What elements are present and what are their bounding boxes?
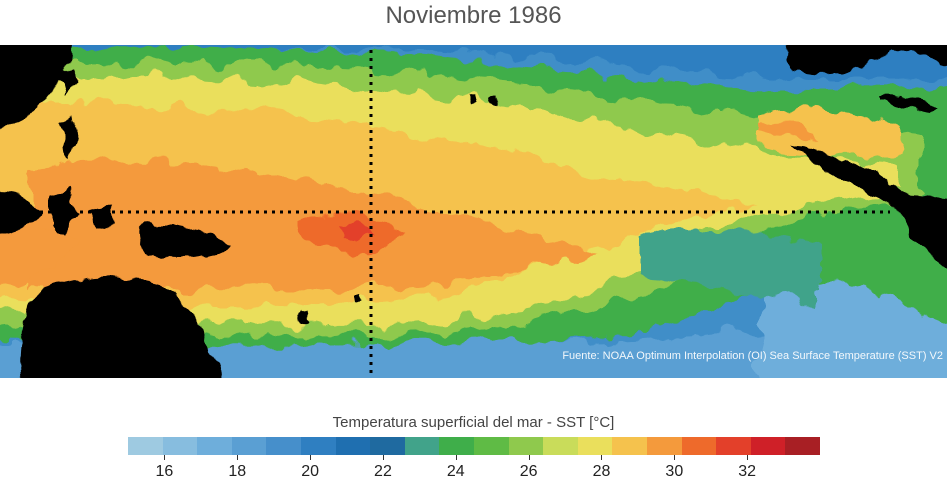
colorbar-swatch: [612, 437, 647, 455]
colorbar-tick: [528, 455, 530, 460]
colorbar-tick-label: 28: [592, 463, 611, 480]
colorbar-swatch: [128, 437, 163, 455]
colorbar-tick-label: 18: [228, 463, 247, 480]
map-title: Noviembre 1986: [385, 2, 562, 29]
colorbar-tick-label: 16: [155, 463, 174, 480]
colorbar-swatch: [577, 437, 613, 455]
colorbar-swatch: [508, 437, 544, 455]
colorbar-tick: [237, 455, 239, 460]
colorbar-tick: [310, 455, 312, 460]
colorbar-tick: [601, 455, 603, 460]
colorbar-title: Temperatura superficial del mar - SST [°…: [332, 414, 615, 431]
colorbar-swatch: [162, 437, 198, 455]
colorbar-swatch: [266, 437, 301, 455]
colorbar-swatch: [370, 437, 405, 455]
colorbar-tick: [674, 455, 676, 460]
colorbar-swatch: [646, 437, 682, 455]
colorbar-swatch: [231, 437, 267, 455]
colorbar-tick-label: 32: [738, 463, 757, 480]
colorbar: [128, 437, 820, 455]
data-source-note: Fuente: NOAA Optimum Interpolation (OI) …: [562, 350, 943, 362]
sst-map-svg: [0, 45, 947, 378]
colorbar-swatch: [750, 437, 786, 455]
colorbar-tick-label: 20: [301, 463, 319, 480]
colorbar-tick-label: 22: [374, 463, 392, 480]
sst-map: [0, 45, 947, 378]
colorbar-tick: [747, 455, 749, 460]
colorbar-tick: [382, 455, 384, 460]
colorbar-swatch: [716, 437, 751, 455]
colorbar-ticks: 16 18 20 22 24 26 28 30 32: [128, 455, 820, 480]
colorbar-swatch: [335, 437, 371, 455]
colorbar-tick: [164, 455, 166, 460]
colorbar-swatch: [404, 437, 440, 455]
colorbar-swatch: [681, 437, 717, 455]
colorbar-tick-label: 24: [446, 463, 465, 480]
colorbar-swatch: [197, 437, 232, 455]
colorbar-tick: [455, 455, 457, 460]
colorbar-tick-label: 30: [665, 463, 684, 480]
colorbar-swatch: [439, 437, 474, 455]
colorbar-tick-label: 26: [519, 463, 538, 480]
colorbar-swatch: [543, 437, 578, 455]
colorbar-swatch: [300, 437, 336, 455]
colorbar-swatch: [785, 437, 820, 455]
colorbar-swatch: [473, 437, 509, 455]
